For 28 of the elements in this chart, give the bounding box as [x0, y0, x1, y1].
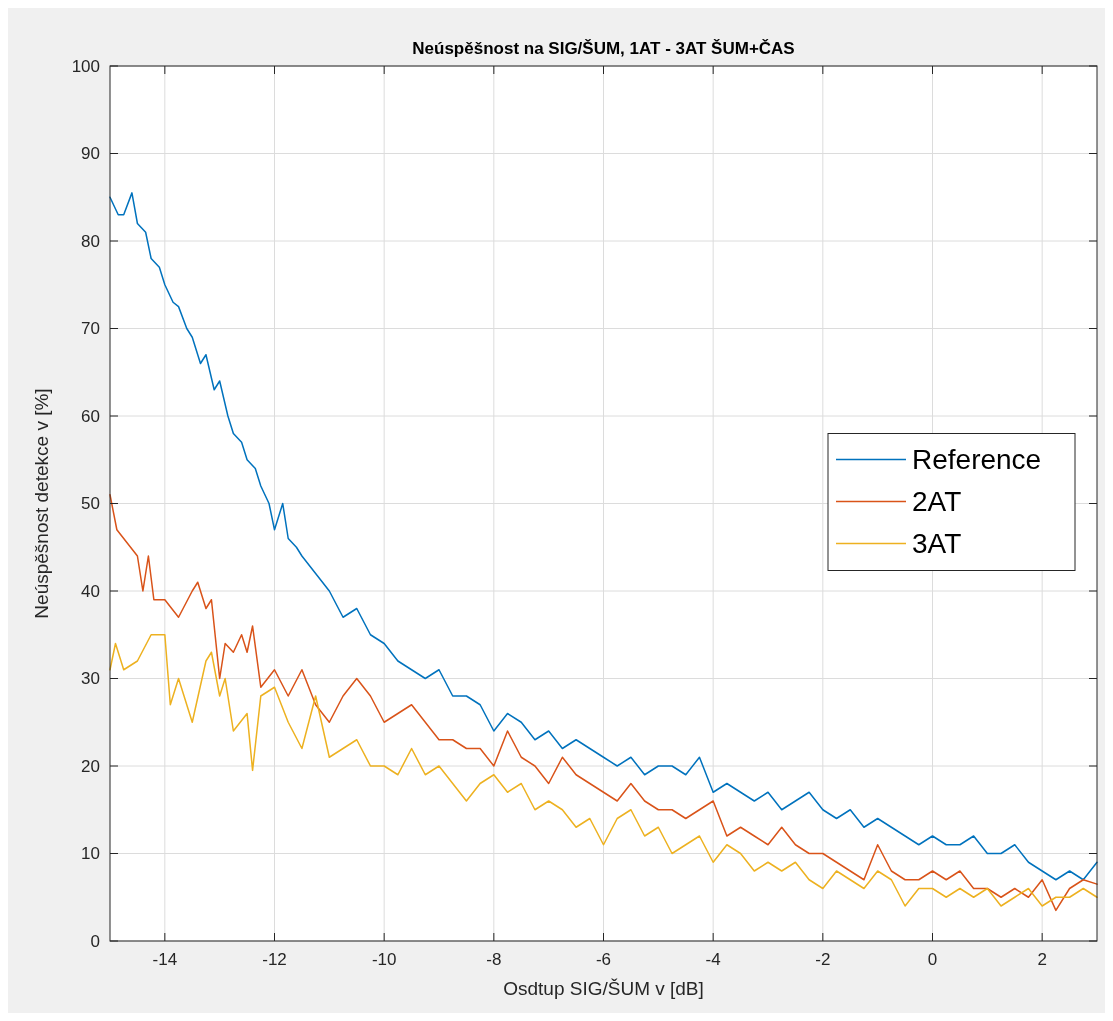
- y-tick-label: 20: [81, 756, 100, 776]
- x-axis-title: Osdtup SIG/ŠUM v [dB]: [503, 978, 704, 999]
- x-tick-label: -2: [815, 950, 831, 969]
- x-tick-label: -10: [371, 950, 397, 969]
- y-tick-label: 0: [90, 931, 100, 951]
- x-tick-label: -6: [595, 950, 612, 969]
- x-tick-label: 2: [1037, 950, 1047, 969]
- y-tick-label: 100: [71, 56, 100, 76]
- y-tick-label: 90: [81, 144, 100, 164]
- line-series: [109, 634, 1098, 907]
- y-tick-label: 60: [81, 406, 100, 426]
- legend-label: 2AT: [912, 486, 962, 518]
- chart-title: Neúspěšnost na SIG/ŠUM, 1AT - 3AT ŠUM+ČAS: [412, 39, 795, 58]
- y-tick-label: 30: [81, 669, 100, 689]
- y-tick-label: 50: [81, 494, 100, 514]
- line-series: [109, 192, 1098, 881]
- y-axis-title: Neúspěšnost detekce v [%]: [31, 388, 52, 619]
- y-tick-label: 10: [81, 844, 100, 864]
- y-tick-label: 70: [81, 319, 100, 339]
- x-tick-label: -14: [152, 950, 178, 969]
- y-tick-label: 80: [81, 231, 100, 251]
- x-tick-label: -8: [486, 950, 502, 969]
- x-tick-label: 0: [927, 950, 938, 969]
- x-tick-label: -12: [262, 950, 287, 969]
- legend-label: 3AT: [912, 528, 962, 560]
- x-tick-label: -4: [705, 950, 721, 969]
- legend-label: Reference: [912, 444, 1042, 476]
- y-tick-label: 40: [81, 581, 100, 601]
